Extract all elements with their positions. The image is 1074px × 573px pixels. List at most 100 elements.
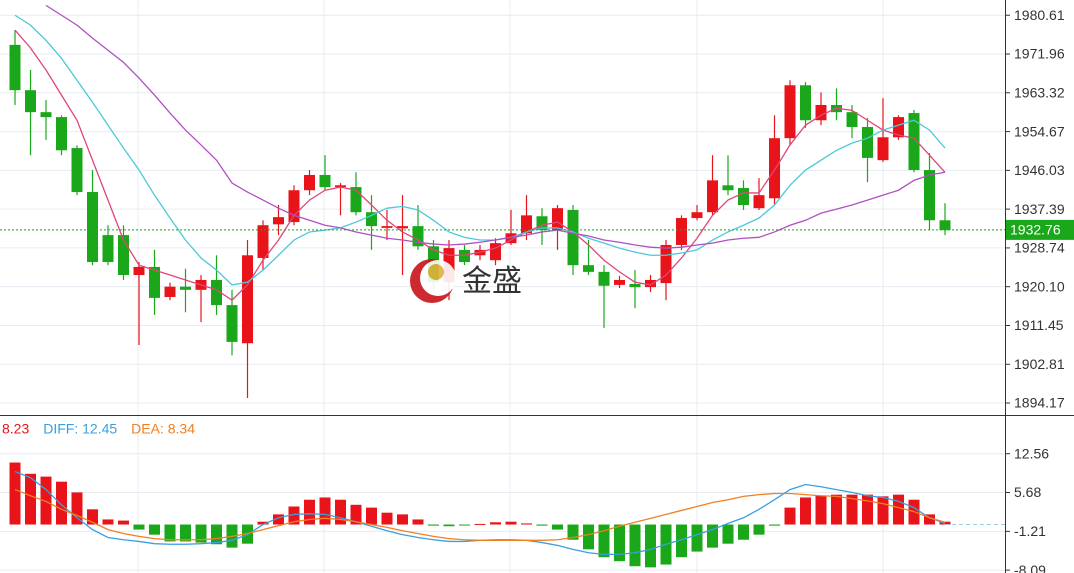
candle-body <box>366 212 377 227</box>
y-tick-label: -8.09 <box>1014 562 1046 573</box>
macd-bar <box>87 509 98 525</box>
macd-bar <box>831 494 842 525</box>
macd-bar <box>164 524 176 542</box>
candle-body <box>381 226 393 228</box>
macd-bar <box>195 524 207 543</box>
watermark-logo <box>410 259 456 303</box>
macd-bar <box>707 524 718 548</box>
y-tick-label: 1954.67 <box>1014 123 1065 139</box>
candle-body <box>71 148 83 193</box>
macd-bar <box>319 497 331 525</box>
line-series <box>14 14 946 286</box>
macd-bar <box>9 462 21 525</box>
macd-bar <box>567 524 579 540</box>
line-series <box>14 488 946 541</box>
candle-body <box>784 85 796 139</box>
y-tick-label: 1946.03 <box>1014 162 1065 178</box>
y-tick-label: 1963.32 <box>1014 84 1065 100</box>
candle-body <box>753 195 765 209</box>
macd-bar <box>924 514 935 525</box>
macd-bar <box>490 522 501 525</box>
macd-bar <box>304 499 315 525</box>
watermark-text: 金盛 <box>462 265 522 298</box>
candle-body <box>412 226 424 247</box>
candle-body <box>614 279 625 285</box>
candle-body <box>893 117 904 138</box>
macd-bar <box>583 524 594 550</box>
macd-bar <box>288 506 300 525</box>
macd-bar <box>676 524 687 558</box>
macd-bar <box>149 524 160 535</box>
macd-bar <box>133 524 145 530</box>
macd-bar <box>350 504 362 525</box>
macd-bar <box>397 514 408 525</box>
candle-body <box>133 266 145 276</box>
candle-body <box>645 279 656 288</box>
candle-body <box>815 104 827 121</box>
legend-item: DEA: 8.34 <box>131 421 195 437</box>
legend-item: DIFF: 12.45 <box>43 421 117 437</box>
macd-bar <box>474 523 486 525</box>
candle-body <box>769 138 780 199</box>
candle-body <box>211 279 222 306</box>
candle-body <box>304 174 315 191</box>
candle-body <box>397 226 408 229</box>
candle-body <box>25 90 36 113</box>
candle-body <box>40 112 52 118</box>
candle-body <box>846 112 858 127</box>
y-tick-label: 1937.39 <box>1014 201 1065 217</box>
macd-bar <box>443 524 455 527</box>
y-tick-label: 12.56 <box>1014 445 1049 461</box>
macd-bar <box>552 524 563 530</box>
candle-body <box>676 218 687 245</box>
macd-bar <box>257 521 269 525</box>
macd-bar <box>56 481 67 525</box>
candle-body <box>335 185 346 188</box>
macd-bar <box>815 495 827 525</box>
logo-dot <box>428 264 444 280</box>
candle-body <box>629 283 641 288</box>
candle-body <box>149 266 160 298</box>
candle-body <box>459 249 470 263</box>
y-tick-label: 5.68 <box>1014 484 1041 500</box>
candle-body <box>552 208 563 231</box>
line-series <box>45 4 946 249</box>
candle-body <box>598 271 610 286</box>
macd-bar <box>846 494 858 525</box>
candle-body <box>350 187 362 213</box>
candle-body <box>257 225 269 258</box>
candle-body <box>118 235 129 276</box>
macd-bar <box>536 524 548 526</box>
candle-body <box>924 170 935 221</box>
last-price-label: 1932.76 <box>1010 222 1061 238</box>
macd-bar <box>893 494 904 525</box>
y-tick-label: 1920.10 <box>1014 278 1065 294</box>
macd-bar <box>366 507 377 525</box>
candle-body <box>180 286 191 290</box>
macd-bar <box>877 496 889 525</box>
macd-bar <box>722 524 734 544</box>
macd-bar <box>25 473 36 525</box>
candle-body <box>707 180 718 213</box>
candle-body <box>288 190 300 223</box>
macd-bar <box>614 524 625 562</box>
candle-body <box>738 187 749 206</box>
macd-bar <box>118 520 129 525</box>
macd-bar <box>428 524 439 526</box>
candle-body <box>490 243 501 261</box>
y-tick-label: 1928.74 <box>1014 240 1065 256</box>
macd-bar <box>180 524 191 542</box>
candle-body <box>319 174 331 188</box>
candle-body <box>505 233 517 244</box>
plot-layer: 1980.61 1971.96 1963.32 1954.67 1946.03 1937.… <box>0 4 1074 573</box>
macd-bar <box>521 523 532 525</box>
macd-bar <box>381 512 393 525</box>
candle-body <box>939 220 951 231</box>
macd-bar <box>862 494 873 525</box>
y-tick-label: 1894.17 <box>1014 395 1065 411</box>
macd-bar <box>598 524 610 558</box>
candle-body <box>908 113 920 171</box>
macd-bar <box>40 476 52 525</box>
y-tick-label: 1911.45 <box>1014 317 1064 333</box>
